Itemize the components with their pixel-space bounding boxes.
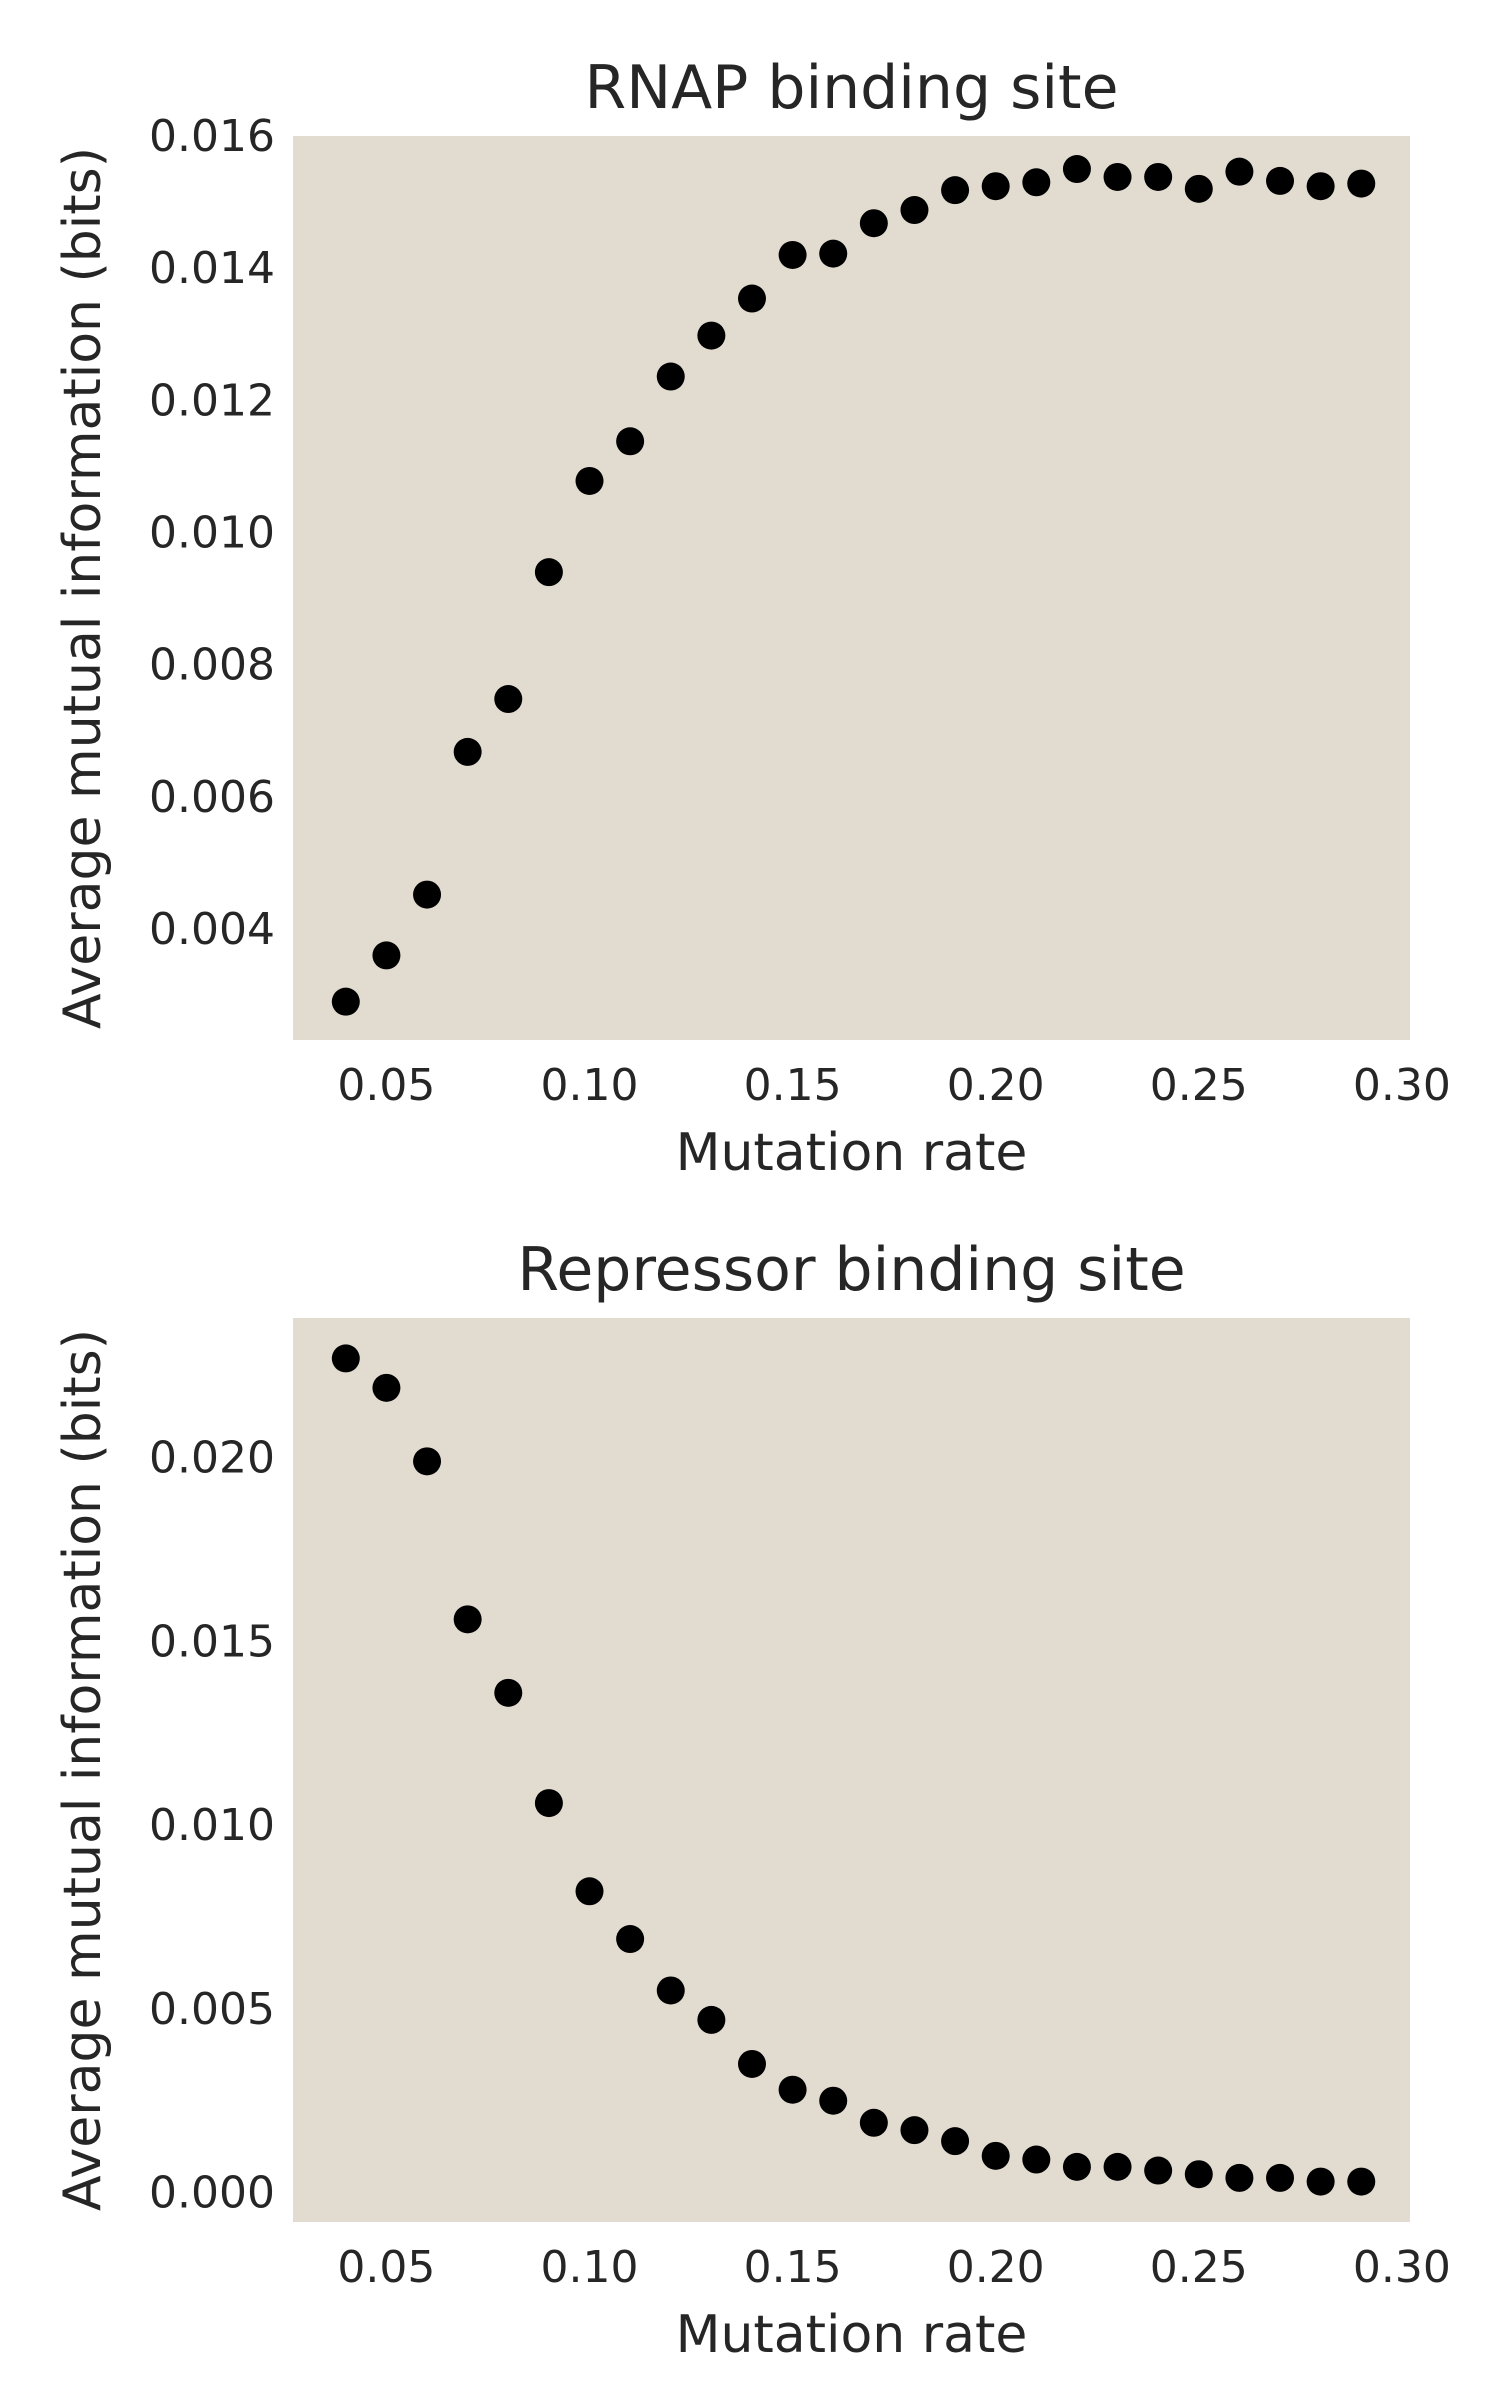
repressor-data-points [331, 1344, 1376, 2196]
rnap-y-tick-label: 0.016 [149, 111, 275, 162]
repressor-data-point [1225, 2163, 1254, 2192]
rnap-data-point [1144, 162, 1173, 191]
rnap-data-point [1062, 155, 1091, 184]
repressor-y-tick-label: 0.015 [149, 1616, 275, 1667]
rnap-data-point [981, 172, 1010, 201]
rnap-data-point [616, 427, 645, 456]
repressor-data-point [453, 1605, 482, 1634]
rnap-x-tick-label: 0.10 [541, 1060, 639, 1111]
repressor-data-point [372, 1373, 401, 1402]
rnap-x-tick-label: 0.15 [744, 1060, 842, 1111]
repressor-x-tick-label: 0.25 [1150, 2242, 1248, 2293]
repressor-data-point [575, 1877, 604, 1906]
repressor-data-point [1062, 2152, 1091, 2181]
rnap-data-point [941, 176, 970, 205]
rnap-data-point [697, 321, 726, 350]
rnap-data-point [1306, 172, 1335, 201]
rnap-data-point [534, 558, 563, 587]
repressor-plot-area [293, 1318, 1410, 2222]
rnap-x-tick-labels: 0.05 0.10 0.15 0.20 0.25 0.30 [337, 1060, 1450, 1111]
rnap-data-point [1022, 168, 1051, 197]
rnap-y-tick-labels: 0.004 0.006 0.008 0.010 0.012 0.014 0.016 [149, 111, 275, 955]
repressor-data-point [534, 1789, 563, 1818]
rnap-data-point [372, 941, 401, 970]
rnap-y-tick-label: 0.010 [149, 507, 275, 558]
repressor-data-point [1144, 2156, 1173, 2185]
rnap-data-point [859, 209, 888, 238]
repressor-data-point [616, 1925, 645, 1954]
rnap-plot-area [293, 136, 1410, 1040]
repressor-panel: 0.05 0.10 0.15 0.20 0.25 0.30 0.000 0.005 0.010… [53, 1235, 1451, 2365]
rnap-y-tick-label: 0.014 [149, 243, 275, 294]
rnap-y-axis-label: Average mutual information (bits) [53, 147, 113, 1029]
repressor-x-tick-label: 0.10 [541, 2242, 639, 2293]
repressor-data-point [1266, 2163, 1295, 2192]
rnap-x-tick-label: 0.05 [337, 1060, 435, 1111]
rnap-data-point [819, 239, 848, 268]
rnap-data-point [1225, 157, 1254, 186]
repressor-data-point [413, 1447, 442, 1476]
rnap-data-point [575, 466, 604, 495]
rnap-data-point [778, 240, 807, 269]
repressor-y-tick-label: 0.005 [149, 1984, 275, 2035]
rnap-y-tick-label: 0.006 [149, 772, 275, 823]
rnap-data-point [656, 362, 685, 391]
repressor-data-point [697, 2005, 726, 2034]
repressor-x-tick-label: 0.05 [337, 2242, 435, 2293]
repressor-y-tick-label: 0.000 [149, 2168, 275, 2219]
repressor-data-point [778, 2075, 807, 2104]
repressor-data-point [737, 2049, 766, 2078]
repressor-data-point [941, 2127, 970, 2156]
repressor-x-tick-label: 0.20 [947, 2242, 1045, 2293]
rnap-data-point [1347, 169, 1376, 198]
repressor-data-point [331, 1344, 360, 1373]
rnap-y-tick-label: 0.004 [149, 904, 275, 955]
rnap-x-tick-label: 0.30 [1353, 1060, 1451, 1111]
rnap-data-point [737, 284, 766, 313]
repressor-data-point [1022, 2145, 1051, 2174]
repressor-y-tick-label: 0.020 [149, 1433, 275, 1484]
rnap-panel: 0.05 0.10 0.15 0.20 0.25 0.30 0.004 0.006 0.008… [53, 53, 1451, 1183]
rnap-x-tick-label: 0.25 [1150, 1060, 1248, 1111]
rnap-chart-title: RNAP binding site [585, 53, 1119, 123]
rnap-data-point [494, 685, 523, 714]
repressor-data-point [900, 2116, 929, 2145]
repressor-chart-title: Repressor binding site [517, 1235, 1185, 1305]
repressor-x-axis-label: Mutation rate [676, 2305, 1028, 2365]
repressor-data-point [494, 1678, 523, 1707]
rnap-y-tick-label: 0.012 [149, 375, 275, 426]
rnap-data-point [900, 196, 929, 225]
rnap-x-axis-label: Mutation rate [676, 1123, 1028, 1183]
repressor-data-point [1347, 2167, 1376, 2196]
repressor-x-tick-label: 0.30 [1353, 2242, 1451, 2293]
repressor-x-tick-label: 0.15 [744, 2242, 842, 2293]
repressor-data-point [1184, 2160, 1213, 2189]
rnap-data-point [1103, 162, 1132, 191]
repressor-data-point [656, 1976, 685, 2005]
repressor-y-tick-labels: 0.000 0.005 0.010 0.015 0.020 [149, 1433, 275, 2219]
rnap-data-point [331, 987, 360, 1016]
repressor-y-axis-label: Average mutual information (bits) [53, 1329, 113, 2211]
rnap-data-point [453, 737, 482, 766]
rnap-x-tick-label: 0.20 [947, 1060, 1045, 1111]
repressor-data-point [1103, 2152, 1132, 2181]
repressor-data-point [819, 2086, 848, 2115]
rnap-data-point [413, 880, 442, 909]
rnap-data-point [1266, 166, 1295, 195]
rnap-y-tick-label: 0.008 [149, 640, 275, 691]
repressor-data-point [981, 2141, 1010, 2170]
rnap-data-points [331, 155, 1376, 1016]
repressor-data-point [859, 2108, 888, 2137]
repressor-y-tick-label: 0.010 [149, 1800, 275, 1851]
repressor-data-point [1306, 2167, 1335, 2196]
rnap-data-point [1184, 174, 1213, 203]
repressor-x-tick-labels: 0.05 0.10 0.15 0.20 0.25 0.30 [337, 2242, 1450, 2293]
